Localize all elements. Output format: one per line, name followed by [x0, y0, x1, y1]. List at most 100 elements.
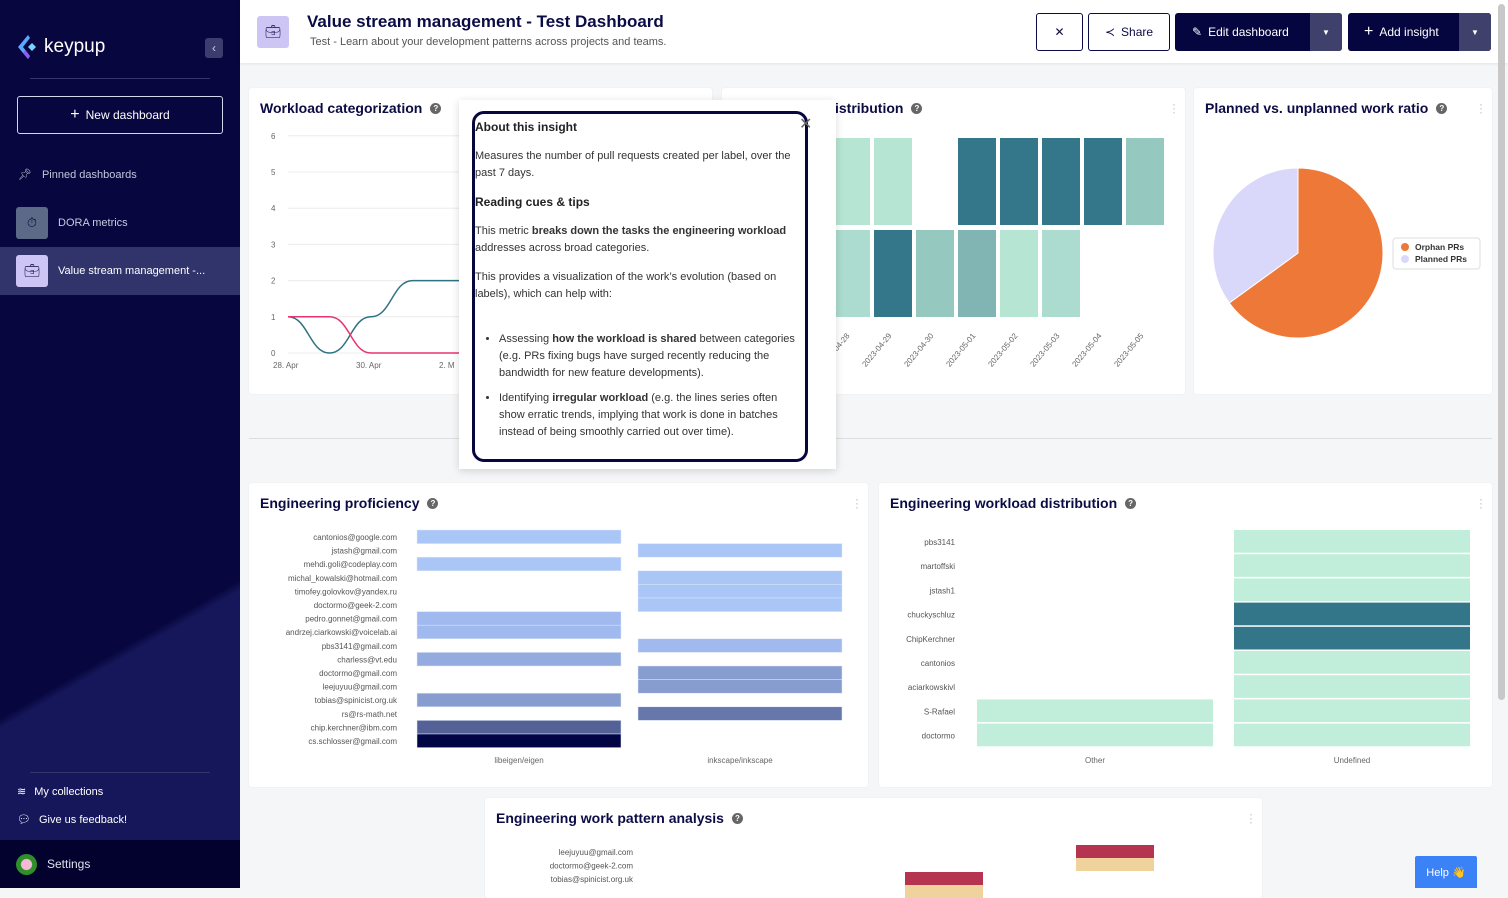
popover-list-item: Identifying irregular workload (e.g. the… — [499, 390, 805, 441]
briefcase-icon: 💼︎ — [16, 255, 48, 287]
heatmap-cell — [637, 638, 843, 653]
help-icon[interactable]: ? — [731, 812, 743, 824]
row-label: leejuyuu@gmail.com — [559, 848, 634, 857]
add-insight-button[interactable]: + Add insight ▼ — [1348, 13, 1491, 51]
pinned-dashboards-heading: 📌︎ Pinned dashboards — [18, 168, 137, 182]
card-title: Engineering workload distribution — [890, 495, 1118, 511]
help-icon[interactable]: ? — [430, 102, 442, 114]
feedback-link[interactable]: 💬︎ Give us feedback! — [17, 813, 128, 827]
heatmap-cell — [1234, 578, 1470, 602]
row-label: mehdi.goli@codeplay.com — [304, 560, 398, 569]
more-options-icon[interactable]: · · · — [1249, 807, 1253, 829]
settings-label: Settings — [47, 857, 91, 871]
card-title: istribution — [835, 100, 904, 116]
add-dropdown-caret-icon[interactable]: ▼ — [1459, 13, 1491, 51]
more-options-icon[interactable]: · · · — [1479, 97, 1483, 119]
heatmap-cell — [416, 529, 622, 544]
page-title: Value stream management - Test Dashboard — [307, 12, 664, 31]
help-icon[interactable]: ? — [911, 102, 923, 114]
sidebar-item-value-stream[interactable]: 💼︎ Value stream management -... — [0, 247, 240, 295]
row-label: martoffski — [920, 562, 955, 571]
heatmap-cell — [977, 723, 1213, 747]
help-icon[interactable]: ? — [1125, 497, 1137, 509]
collapse-sidebar-button[interactable]: ‹ — [205, 38, 223, 58]
section-divider — [249, 438, 1492, 439]
help-icon[interactable]: ? — [1436, 102, 1448, 114]
keypup-logo[interactable]: keypup — [16, 34, 105, 60]
edit-dashboard-button[interactable]: ✎ Edit dashboard ▼ — [1175, 13, 1342, 51]
my-collections-link[interactable]: ≋ My collections — [17, 785, 104, 799]
help-button[interactable]: Help 👋 — [1415, 856, 1477, 888]
edit-dropdown-caret-icon[interactable]: ▼ — [1310, 13, 1342, 51]
row-label: rs@rs-math.net — [342, 710, 398, 719]
bar-segment — [905, 885, 983, 898]
heatmap-cell — [416, 692, 622, 708]
legend-swatch — [1401, 255, 1409, 263]
legend — [1392, 237, 1481, 270]
x-tick-label: 28. Apr — [273, 361, 299, 370]
popover-text: Measures the number of pull requests cre… — [475, 150, 791, 179]
work-pattern-chart: leejuyuu@gmail.com doctormo@geek-2.com tob… — [550, 845, 1154, 898]
more-options-icon[interactable]: · · · — [1479, 492, 1483, 514]
row-label: jstash1 — [929, 586, 956, 595]
row-label: cantonios — [921, 659, 955, 668]
heatmap-cell — [874, 138, 912, 225]
heatmap-cell — [874, 230, 912, 317]
help-icon[interactable]: ? — [427, 497, 439, 509]
heatmap-cell — [977, 699, 1213, 723]
heatmap-cell — [637, 597, 843, 612]
x-tick-label: 2023-05-05 — [1112, 331, 1146, 369]
row-label: S-Rafael — [924, 707, 955, 716]
heatmap-cell — [416, 733, 622, 748]
heatmap-cell — [1000, 230, 1038, 317]
x-tick-label: 2023-05-03 — [1028, 331, 1062, 369]
unpin-button[interactable]: ✕ — [1036, 13, 1083, 51]
row-label: cantonios@google.com — [313, 533, 397, 542]
heatmap-cell — [1234, 675, 1470, 698]
card-title: Workload categorization — [260, 100, 423, 116]
sidebar-item-dora-metrics[interactable]: ⏱ DORA metrics — [0, 199, 240, 247]
row-label: doctormo@geek-2.com — [550, 862, 634, 871]
heatmap-cell — [416, 611, 622, 626]
insight-info-popover: About this insight Measures the number o… — [459, 100, 836, 469]
column-label: Undefined — [1334, 756, 1370, 765]
edit-icon: ✎ — [1192, 25, 1203, 39]
y-tick-label: 4 — [271, 204, 276, 213]
row-label: pbs3141@gmail.com — [322, 642, 398, 651]
briefcase-icon: 💼︎ — [257, 16, 289, 48]
heatmap-cell — [1234, 554, 1470, 577]
pinned-label: Pinned dashboards — [41, 168, 137, 181]
pie-chart: Orphan PRs Planned PRs — [1212, 167, 1481, 339]
more-options-icon[interactable]: · · · — [1172, 97, 1176, 119]
legend-swatch — [1401, 243, 1409, 251]
row-label: pbs3141 — [924, 538, 955, 547]
card-title: Engineering proficiency — [260, 495, 420, 511]
plus-icon: + — [70, 106, 80, 123]
card-title: Planned vs. unplanned work ratio — [1205, 100, 1429, 116]
keypup-logo-icon — [18, 35, 36, 59]
settings-link[interactable]: Settings — [0, 840, 240, 888]
y-tick-label: 2 — [271, 277, 276, 286]
new-dashboard-button[interactable]: + New dashboard — [17, 96, 223, 134]
chat-bubble-icon: 💬︎ — [17, 814, 31, 826]
y-tick-label: 6 — [271, 132, 276, 141]
sidebar: keypup ‹ + New dashboard 📌︎ Pinned dashboa… — [0, 0, 240, 888]
share-button[interactable]: ≺ Share — [1088, 13, 1170, 51]
more-options-icon[interactable]: · · · — [855, 492, 859, 514]
close-icon[interactable]: ✕ — [799, 116, 813, 133]
x-tick-label: 2023-05-01 — [944, 331, 978, 369]
heatmap-cell — [637, 543, 843, 558]
feedback-label: Give us feedback! — [38, 813, 128, 826]
heatmap-cell — [637, 679, 843, 694]
my-collections-label: My collections — [34, 785, 104, 798]
row-label: leejuyuu@gmail.com — [323, 683, 398, 692]
legend-label: Planned PRs — [1415, 254, 1467, 264]
new-dashboard-label: New dashboard — [85, 108, 170, 122]
heatmap-cell — [1042, 138, 1080, 225]
row-label: tobias@spinicist.org.uk — [551, 875, 634, 884]
page-scrollbar[interactable] — [1498, 4, 1505, 700]
planned-vs-unplanned-card: Planned vs. unplanned work ratio? · · · Or… — [1194, 88, 1492, 394]
card-title: Engineering work pattern analysis — [496, 810, 724, 826]
popover-subheading: Reading cues & tips — [475, 195, 590, 209]
engineering-work-pattern-card: Engineering work pattern analysis? · · · l… — [485, 798, 1262, 898]
